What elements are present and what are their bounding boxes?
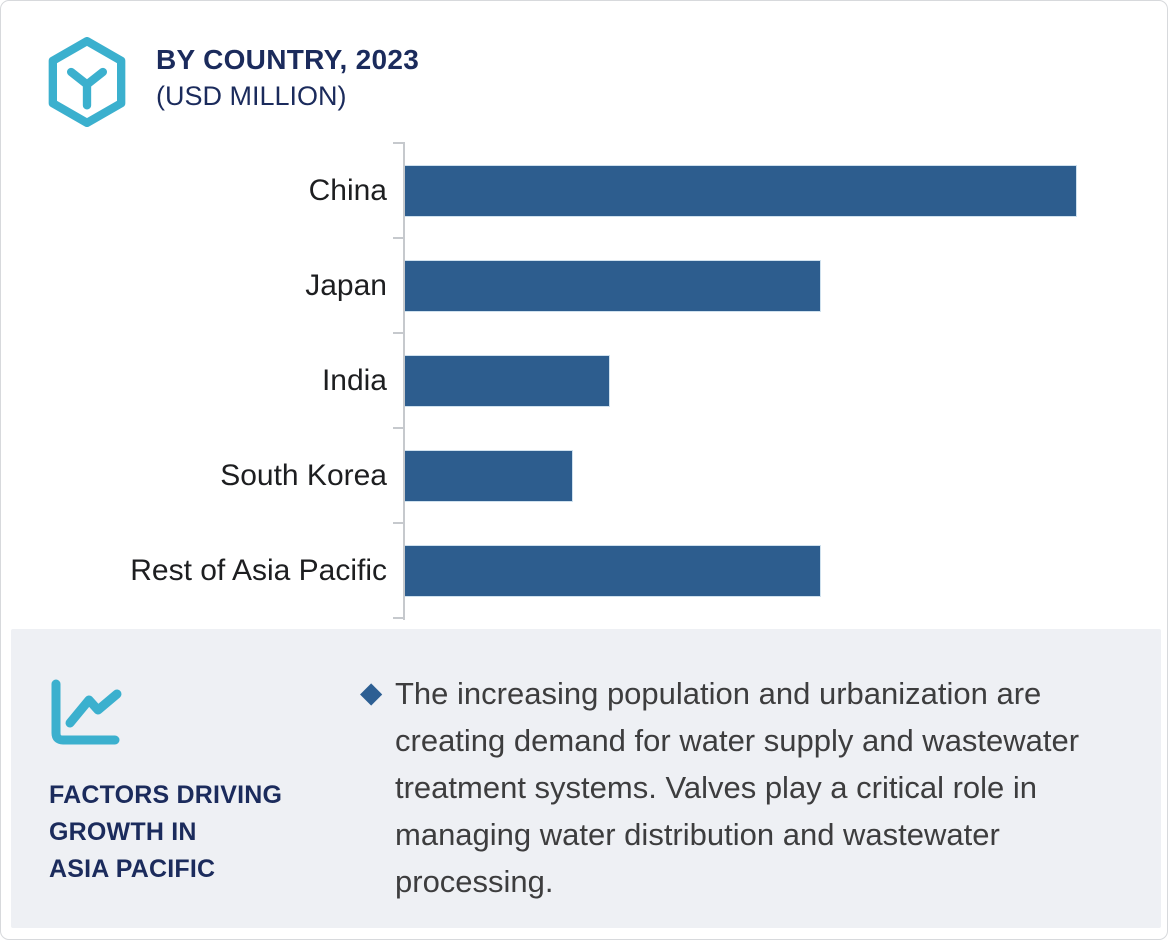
hexagon-cube-icon	[48, 37, 126, 127]
bar-china	[404, 165, 1076, 216]
bar-track	[404, 428, 1131, 523]
category-label-rest-of-asia-pacific: Rest of Asia Pacific	[130, 553, 387, 587]
diamond-bullet-icon: ◆	[360, 677, 383, 709]
axis-tick	[393, 142, 403, 144]
factors-heading-line: FACTORS DRIVING	[49, 781, 283, 809]
factors-heading-line: GROWTH IN	[49, 818, 197, 846]
factors-heading: FACTORS DRIVING GROWTH IN ASIA PACIFIC	[49, 777, 349, 888]
bar-track	[404, 238, 1131, 333]
bar-track	[404, 333, 1131, 428]
axis-tick	[393, 427, 403, 429]
chart-title: BY COUNTRY, 2023	[156, 44, 420, 75]
bar-chart-rows: China Japan India South Korea Rest of Asia P…	[63, 143, 1131, 618]
bar-chart: China Japan India South Korea Rest of Asia P…	[63, 142, 1131, 620]
factors-heading-line: ASIA PACIFIC	[49, 855, 216, 883]
line-chart-icon	[51, 679, 122, 745]
chart-row: India	[63, 333, 1131, 428]
factors-panel	[11, 629, 1161, 928]
y-axis	[393, 142, 405, 620]
axis-tick	[393, 237, 403, 239]
category-label-south-korea: South Korea	[220, 458, 387, 492]
axis-tick	[393, 617, 403, 619]
axis-tick	[393, 522, 403, 524]
chart-row: Japan	[63, 238, 1131, 333]
chart-row: China	[63, 143, 1131, 238]
chart-subtitle: (USD MILLION)	[156, 81, 347, 111]
category-label-japan: Japan	[305, 268, 387, 302]
bar-south-korea	[404, 450, 572, 501]
axis-tick	[393, 332, 403, 334]
bar-japan	[404, 260, 821, 311]
chart-row: Rest of Asia Pacific	[63, 523, 1131, 618]
bar-track	[404, 143, 1131, 238]
category-label-china: China	[308, 173, 387, 207]
category-label-india: India	[321, 363, 387, 397]
chart-row: South Korea	[63, 428, 1131, 523]
bar-india	[404, 355, 609, 406]
bar-rest-of-asia-pacific	[404, 545, 821, 596]
chart-title-block: BY COUNTRY, 2023 (USD MILLION)	[156, 41, 419, 115]
factors-description: The increasing population and urbanizati…	[395, 676, 1080, 899]
bar-track	[404, 523, 1131, 618]
